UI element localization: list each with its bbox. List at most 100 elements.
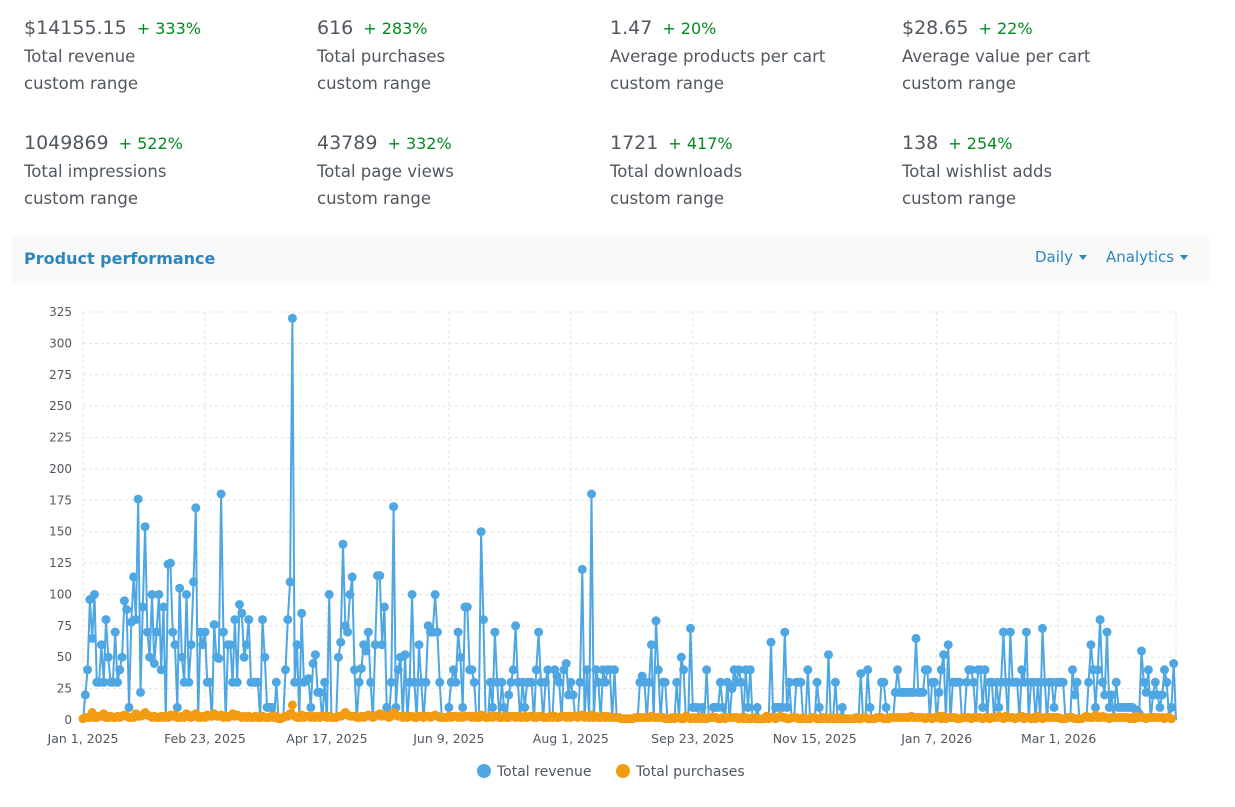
data-point-total-revenue (149, 659, 159, 668)
stat-total-wishlist-adds[interactable]: 138 + 254% Total wishlist adds custom ran… (902, 129, 1182, 212)
data-point-total-revenue (497, 677, 507, 687)
y-tick-label: 150 (49, 525, 72, 539)
data-point-total-revenue (216, 489, 226, 499)
data-point-total-revenue (382, 702, 392, 712)
data-point-total-revenue (980, 665, 990, 675)
legend-label: Total purchases (636, 764, 745, 780)
data-point-total-revenue (345, 590, 355, 599)
stat-average-products-per-cart[interactable]: 1.47 + 20% Average products per cart cust… (610, 14, 890, 97)
data-point-total-revenue (575, 677, 585, 687)
stat-range: custom range (902, 74, 1016, 93)
legend-item-total-revenue[interactable]: Total revenue (477, 764, 591, 780)
data-point-total-revenue (1017, 665, 1027, 675)
data-point-total-revenue (407, 590, 417, 599)
data-point-total-revenue (918, 687, 928, 697)
data-point-total-revenue (338, 539, 348, 549)
stat-range: custom range (610, 74, 724, 93)
data-point-total-revenue (435, 677, 445, 687)
data-point-total-revenue (230, 615, 240, 625)
stat-change: + 332% (387, 134, 452, 153)
data-point-total-revenue (177, 652, 187, 662)
data-point-total-revenue (856, 669, 866, 679)
data-point-total-revenue (784, 677, 794, 687)
data-point-total-revenue (154, 590, 164, 599)
stat-total-downloads[interactable]: 1721 + 417% Total downloads custom range (610, 129, 890, 212)
stat-label: Total impressions (24, 162, 167, 181)
data-point-total-revenue (400, 650, 410, 660)
data-point-total-revenue (1095, 615, 1105, 625)
data-point-total-revenue (140, 522, 150, 532)
y-tick-label: 200 (49, 462, 72, 476)
data-point-total-revenue (260, 652, 270, 662)
data-point-total-revenue (803, 665, 813, 675)
data-point-total-revenue (170, 640, 180, 650)
data-point-total-revenue (168, 627, 178, 637)
data-point-total-revenue (119, 596, 129, 606)
data-point-total-revenue (285, 577, 295, 587)
data-point-total-revenue (672, 677, 682, 687)
data-point-total-revenue (110, 627, 120, 637)
data-point-total-revenue (189, 577, 198, 587)
data-point-total-revenue (702, 665, 712, 675)
stat-range: custom range (317, 189, 431, 208)
data-point-total-revenue (306, 702, 316, 712)
data-point-total-revenue (241, 640, 251, 650)
panel-title: Product performance (24, 249, 216, 268)
data-point-total-revenue (292, 640, 302, 650)
y-tick-label: 275 (49, 368, 72, 382)
data-point-total-revenue (863, 665, 873, 675)
data-point-total-revenue (955, 677, 965, 687)
data-point-total-revenue (568, 690, 578, 700)
data-point-total-revenue (499, 702, 509, 712)
data-point-total-revenue (377, 640, 387, 650)
data-point-total-revenue (969, 677, 978, 687)
stat-average-value-per-cart[interactable]: $28.65 + 22% Average value per cart custo… (902, 14, 1182, 97)
stat-total-page-views[interactable]: 43789 + 332% Total page views custom rang… (317, 129, 597, 212)
data-point-total-revenue (676, 652, 686, 662)
data-point-total-revenue (610, 665, 619, 675)
data-point-total-revenue (235, 600, 244, 609)
data-point-total-revenue (752, 702, 762, 712)
data-point-total-revenue (386, 677, 396, 687)
data-point-total-revenue (929, 677, 939, 687)
y-tick-label: 100 (49, 587, 72, 601)
data-point-total-revenue (421, 677, 431, 687)
data-point-total-revenue (490, 627, 500, 637)
data-point-total-revenue (736, 677, 746, 687)
stat-total-purchases[interactable]: 616 + 283% Total purchases custom range (317, 14, 597, 97)
y-tick-label: 325 (49, 305, 72, 319)
stat-total-impressions[interactable]: 1049869 + 522% Total impressions custom r… (24, 129, 304, 212)
legend-label: Total revenue (497, 764, 592, 780)
legend-item-total-purchases[interactable]: Total purchases (616, 764, 745, 780)
data-point-total-revenue (101, 615, 111, 625)
stat-value: 1.47 (610, 17, 653, 39)
stat-label: Average products per cart (610, 47, 826, 66)
data-point-total-revenue (214, 654, 224, 663)
stat-label: Total page views (317, 162, 454, 181)
data-point-total-revenue (152, 627, 162, 637)
stat-total-revenue[interactable]: $14155.15 + 333% Total revenue custom ran… (24, 14, 304, 97)
data-point-total-revenue (1141, 687, 1151, 697)
data-point-total-revenue (1100, 690, 1110, 700)
data-point-total-revenue (782, 702, 792, 712)
data-point-total-revenue (124, 702, 134, 712)
data-point-total-revenue (939, 650, 949, 660)
y-tick-label: 0 (64, 713, 72, 727)
data-point-total-revenue (414, 640, 424, 650)
data-point-total-revenue (1019, 677, 1029, 687)
data-point-total-revenue (508, 665, 518, 675)
data-point-total-revenue (90, 590, 99, 599)
data-point-total-revenue (577, 564, 587, 574)
data-point-total-revenue (879, 677, 889, 687)
data-point-total-revenue (1169, 659, 1179, 668)
data-point-total-revenue (87, 633, 97, 643)
data-point-total-revenue (722, 677, 732, 687)
stat-value: $28.65 (902, 17, 969, 39)
data-point-total-revenue (103, 652, 113, 662)
interval-dropdown[interactable]: Daily (1035, 248, 1087, 266)
y-tick-label: 300 (49, 336, 72, 350)
data-point-total-revenue (389, 502, 399, 512)
data-point-total-revenue (718, 702, 728, 712)
data-point-total-revenue (1093, 665, 1103, 675)
view-dropdown[interactable]: Analytics (1106, 248, 1189, 266)
